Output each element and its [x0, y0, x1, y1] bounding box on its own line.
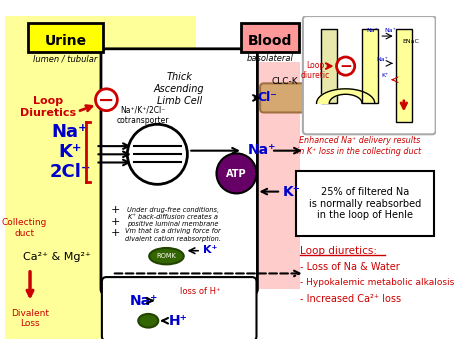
Text: Blood: Blood: [248, 34, 292, 48]
Text: 25% of filtered Na
is normally reabsorbed
in the loop of Henle: 25% of filtered Na is normally reabsorbe…: [309, 187, 421, 220]
Text: - Increased Ca²⁺ loss: - Increased Ca²⁺ loss: [300, 294, 401, 304]
Bar: [196, 61, 300, 289]
Text: lumen / tubular: lumen / tubular: [33, 54, 98, 63]
Bar: [5, 16, 196, 339]
Text: K⁺: K⁺: [203, 245, 217, 255]
FancyBboxPatch shape: [102, 277, 256, 341]
Text: Na⁺: Na⁺: [52, 124, 88, 142]
Text: −: −: [339, 60, 352, 75]
Text: Loop
Diuretics: Loop Diuretics: [20, 96, 76, 118]
FancyBboxPatch shape: [28, 23, 103, 53]
Text: Enhanced Na⁺ delivery results
in K⁺ loss in the collecting duct: Enhanced Na⁺ delivery results in K⁺ loss…: [297, 136, 421, 155]
FancyBboxPatch shape: [241, 23, 299, 53]
Text: K⁺: K⁺: [283, 185, 301, 198]
Text: +: +: [111, 228, 120, 239]
Text: ENaC: ENaC: [403, 39, 419, 44]
Bar: [396, 29, 412, 121]
FancyBboxPatch shape: [303, 16, 436, 134]
Text: CLC-K: CLC-K: [272, 77, 298, 86]
Circle shape: [337, 57, 355, 75]
Ellipse shape: [138, 314, 158, 328]
Text: Na⁺: Na⁺: [366, 28, 378, 33]
Circle shape: [128, 124, 187, 184]
Text: ROMK: ROMK: [156, 253, 176, 259]
Text: −: −: [98, 91, 115, 110]
Text: - Loss of Na & Water: - Loss of Na & Water: [300, 262, 400, 272]
Text: H⁺: H⁺: [168, 314, 187, 328]
Text: Na⁺: Na⁺: [376, 57, 388, 62]
Text: Loop diuretics:: Loop diuretics:: [300, 246, 377, 256]
Text: Loop
diuretic: Loop diuretic: [301, 61, 330, 80]
Text: K⁺: K⁺: [58, 143, 82, 162]
Text: Collecting
duct: Collecting duct: [2, 218, 47, 238]
Text: - Hypokalemic metabolic alkalosis: - Hypokalemic metabolic alkalosis: [300, 278, 455, 287]
Text: Divalent
Loss: Divalent Loss: [11, 309, 49, 328]
Text: Na⁺/K⁺/2Cl⁻
cotransporter: Na⁺/K⁺/2Cl⁻ cotransporter: [117, 105, 169, 125]
Text: +: +: [111, 217, 120, 226]
Bar: [362, 29, 378, 103]
Text: Cl⁻: Cl⁻: [257, 92, 277, 104]
Text: Na⁺: Na⁺: [384, 28, 396, 33]
Text: Ca²⁺ & Mg²⁺: Ca²⁺ & Mg²⁺: [23, 252, 91, 262]
Text: Na⁺: Na⁺: [247, 143, 276, 157]
FancyBboxPatch shape: [260, 83, 308, 113]
Circle shape: [217, 153, 256, 193]
Ellipse shape: [149, 248, 184, 264]
Text: Thick
Ascending
Limb Cell: Thick Ascending Limb Cell: [154, 72, 204, 106]
Text: basolateral: basolateral: [246, 54, 293, 63]
Text: Na⁺: Na⁺: [130, 294, 158, 308]
Bar: [321, 29, 337, 103]
Polygon shape: [317, 89, 375, 103]
Text: 2Cl⁻: 2Cl⁻: [49, 164, 91, 181]
Text: ATP: ATP: [226, 169, 247, 179]
FancyBboxPatch shape: [101, 49, 257, 294]
Text: Under drug-free conditions,
K⁺ back-diffusion creates a
positive luminal membran: Under drug-free conditions, K⁺ back-diff…: [125, 207, 221, 241]
Text: +: +: [111, 205, 120, 215]
Text: K⁺: K⁺: [381, 73, 388, 78]
Circle shape: [96, 89, 118, 111]
Text: Urine: Urine: [45, 34, 87, 48]
Text: loss of H⁺: loss of H⁺: [180, 287, 220, 296]
FancyBboxPatch shape: [296, 171, 434, 236]
